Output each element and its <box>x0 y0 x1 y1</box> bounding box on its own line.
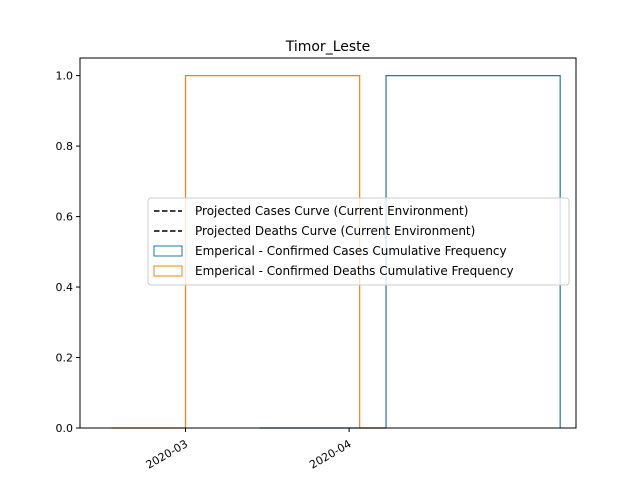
y-axis: 0.0 0.2 0.4 0.6 0.8 1.0 <box>56 70 80 435</box>
legend-swatch <box>153 245 183 257</box>
legend-box <box>147 197 570 286</box>
y-tick-label: 0.2 <box>56 352 74 365</box>
x-axis: 2020-03 2020-04 <box>144 428 354 472</box>
legend-label: Emperical - Confirmed Deaths Cumulative … <box>195 264 514 278</box>
legend-swatch <box>153 265 183 277</box>
y-tick-label: 0.0 <box>56 422 74 435</box>
x-tick-label: 2020-04 <box>307 437 353 471</box>
legend-label: Emperical - Confirmed Cases Cumulative F… <box>195 244 507 258</box>
y-tick-label: 0.4 <box>56 281 74 294</box>
legend-label: Projected Cases Curve (Current Environme… <box>195 204 468 218</box>
chart-title: Timor_Leste <box>285 39 371 55</box>
legend: Projected Cases Curve (Current Environme… <box>147 197 570 286</box>
legend-label: Projected Deaths Curve (Current Environm… <box>195 224 475 238</box>
plot-frame <box>79 57 577 429</box>
y-tick-label: 0.8 <box>56 140 74 153</box>
y-tick-label: 0.6 <box>56 211 74 224</box>
y-tick-label: 1.0 <box>56 70 74 83</box>
x-tick-label: 2020-03 <box>144 437 190 471</box>
